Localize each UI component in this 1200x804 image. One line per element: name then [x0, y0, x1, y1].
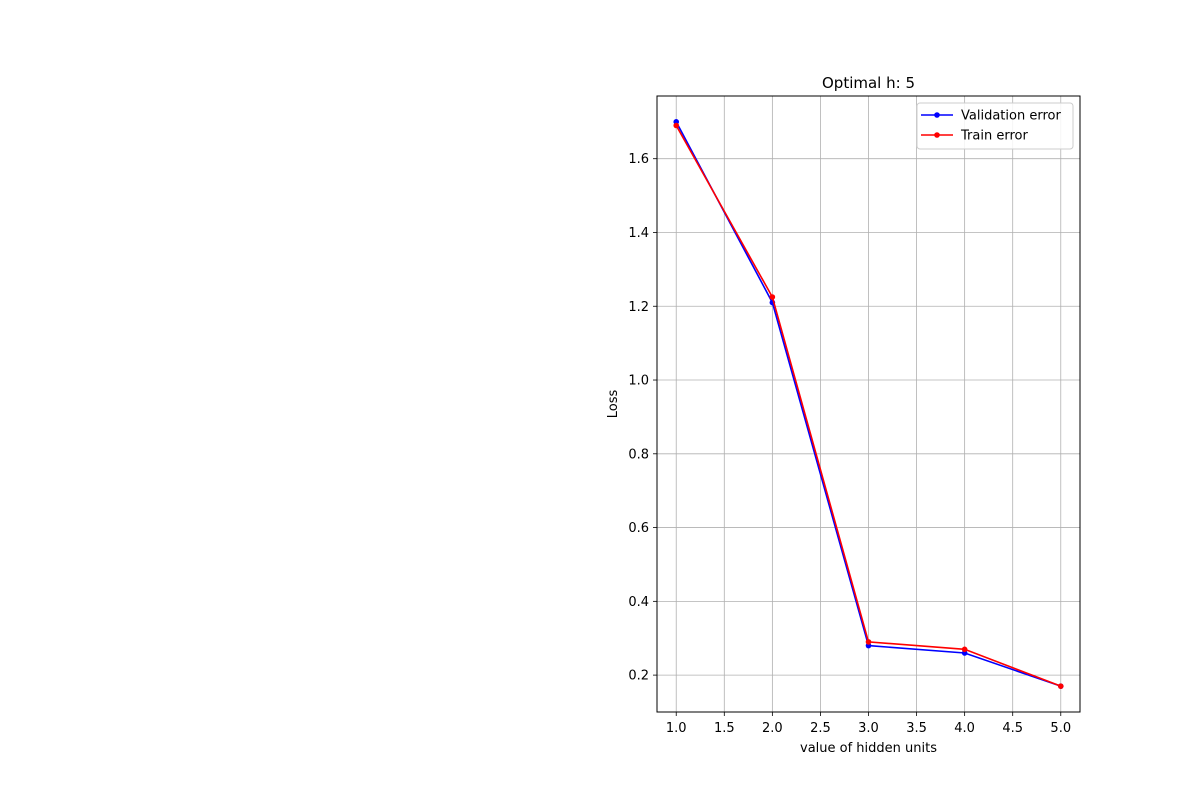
y-tick-label: 0.6: [628, 521, 649, 536]
y-tick-label: 0.2: [628, 669, 649, 684]
x-tick-label: 4.5: [1002, 721, 1023, 736]
x-tick-label: 2.0: [762, 721, 783, 736]
y-tick-label: 1.0: [628, 374, 649, 389]
data-point: [1057, 683, 1064, 689]
data-point: [673, 122, 680, 129]
x-tick-label: 3.5: [906, 721, 927, 736]
x-tick-label: 2.5: [810, 721, 831, 736]
data-point: [769, 294, 776, 300]
y-tick-label: 1.6: [628, 152, 649, 167]
legend-box: [916, 102, 1074, 150]
legend-marker: [934, 112, 940, 118]
x-tick-label: 5.0: [1050, 721, 1071, 736]
legend-marker: [934, 132, 940, 138]
y-tick-label: 1.4: [628, 226, 649, 241]
legend-label: Validation error: [961, 109, 1061, 124]
legend-label: Train error: [960, 129, 1028, 144]
y-tick-label: 1.2: [628, 300, 649, 315]
x-tick-label: 1.5: [714, 721, 735, 736]
data-point: [961, 646, 968, 653]
x-tick-label: 3.0: [858, 721, 879, 736]
legend: Validation error Train error: [916, 102, 1074, 150]
chart-title: Optimal h: 5: [822, 74, 915, 92]
x-tick-label: 4.0: [954, 721, 975, 736]
x-tick-label: 1.0: [666, 721, 687, 736]
x-axis-label: value of hidden units: [800, 741, 937, 756]
series-train-error: [673, 122, 1064, 689]
y-tick-label: 0.4: [628, 595, 649, 610]
y-tick-label: 0.8: [628, 447, 649, 462]
data-point: [865, 639, 872, 645]
y-axis-label: Loss: [606, 390, 621, 419]
